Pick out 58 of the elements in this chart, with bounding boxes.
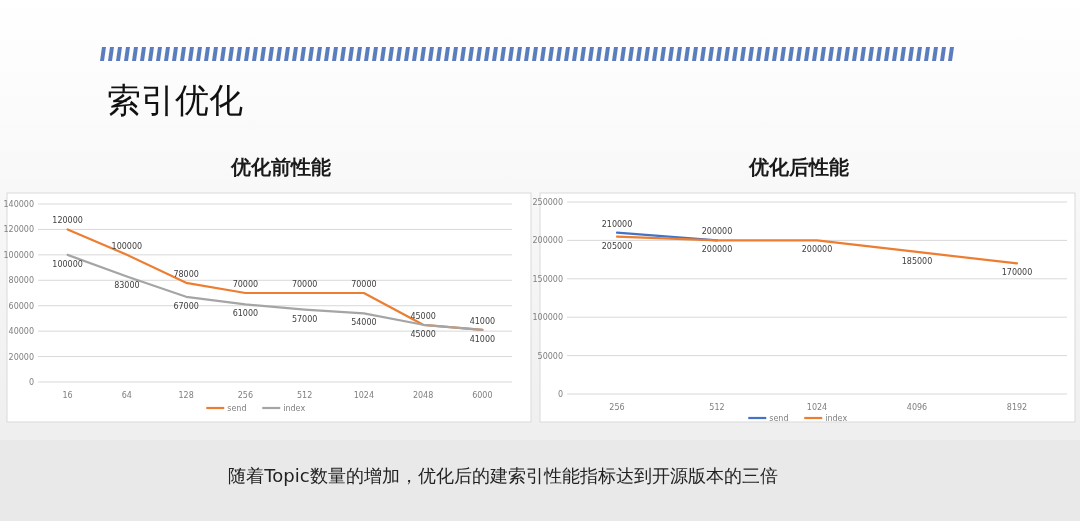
legend-label: send	[769, 414, 789, 423]
page-heading: 索引优化	[107, 80, 243, 120]
y-tick: 0	[28, 378, 34, 387]
data-label: 54000	[351, 318, 377, 328]
x-tick: 6000	[472, 391, 493, 400]
x-tick: 256	[237, 391, 253, 400]
data-label: 61000	[232, 309, 259, 319]
data-label: 200000	[801, 245, 833, 255]
chart-title: 优化后性能	[749, 155, 849, 179]
data-label: 70000	[232, 280, 259, 289]
data-label: 78000	[173, 269, 199, 279]
legend-label: index	[283, 404, 306, 413]
y-tick: 200000	[532, 236, 563, 246]
data-label: 120000	[52, 216, 83, 226]
data-label: 45000	[410, 329, 436, 339]
data-label: 185000	[901, 256, 933, 266]
data-label: 57000	[291, 314, 318, 324]
x-tick: 64	[121, 391, 132, 400]
y-tick: 80000	[8, 276, 34, 286]
data-label: 41000	[469, 334, 496, 344]
y-tick: 100000	[532, 313, 563, 323]
x-tick: 128	[178, 391, 194, 400]
data-label: 205000	[601, 241, 633, 251]
data-label: 200000	[701, 227, 733, 237]
data-label: 67000	[173, 301, 199, 311]
data-label: 200000	[701, 245, 733, 255]
y-tick: 50000	[537, 351, 563, 361]
x-tick: 256	[609, 403, 625, 412]
legend-label: send	[227, 404, 247, 413]
y-tick: 60000	[8, 301, 34, 311]
legend-label: index	[825, 414, 848, 423]
x-tick: 512	[709, 403, 725, 412]
x-tick: 16	[62, 391, 73, 400]
data-label: 70000	[291, 280, 318, 289]
x-tick: 8192	[1006, 403, 1028, 412]
y-tick: 250000	[532, 198, 563, 207]
data-label: 100000	[52, 259, 83, 269]
x-tick: 1024	[353, 391, 375, 400]
x-tick: 2048	[412, 391, 434, 400]
data-label: 83000	[114, 281, 140, 291]
data-label: 100000	[111, 241, 143, 251]
caption: 随着Topic数量的增加，优化后的建索引性能指标达到开源版本的三倍	[228, 465, 778, 486]
data-label: 170000	[1001, 268, 1033, 278]
y-tick: 120000	[3, 225, 34, 235]
x-tick: 4096	[906, 403, 928, 412]
chart-title: 优化前性能	[231, 155, 331, 179]
y-tick: 20000	[8, 352, 34, 362]
x-tick: 1024	[806, 403, 828, 412]
y-tick: 100000	[3, 250, 34, 260]
y-tick: 150000	[532, 274, 563, 284]
y-tick: 0	[557, 390, 563, 399]
y-tick: 140000	[3, 200, 34, 209]
data-label: 41000	[469, 316, 496, 326]
y-tick: 40000	[8, 327, 34, 337]
data-label: 70000	[351, 280, 377, 289]
x-tick: 512	[297, 391, 313, 400]
data-label: 45000	[410, 311, 436, 321]
data-label: 210000	[601, 219, 633, 229]
